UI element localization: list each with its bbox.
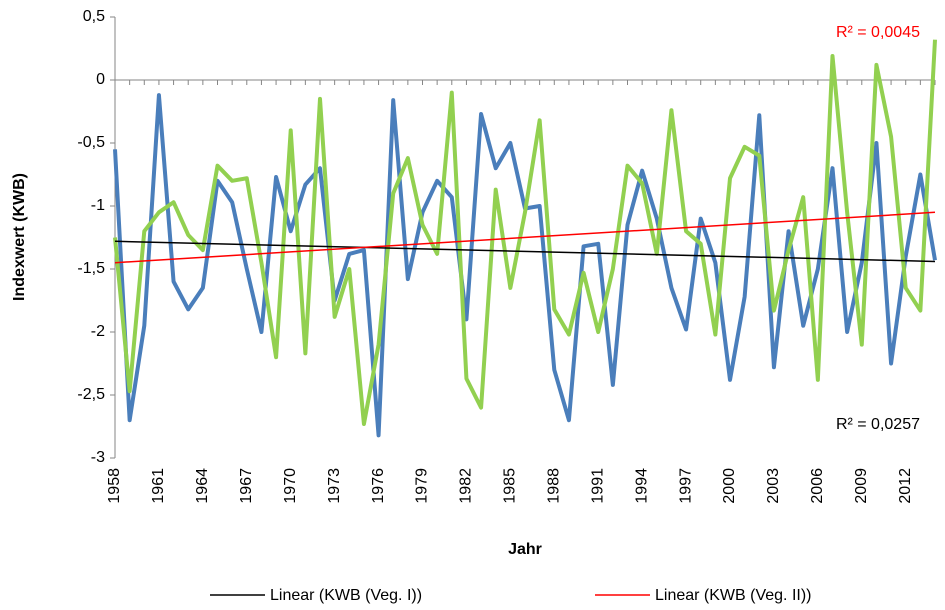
x-tick-label: 1985 <box>502 468 519 504</box>
y-tick-label: -3 <box>91 449 105 466</box>
y-tick-label: -0,5 <box>77 134 105 151</box>
y-tick-label: 0 <box>96 71 105 88</box>
x-tick-label: 1991 <box>589 468 606 504</box>
x-tick-label: 2012 <box>897 468 914 504</box>
x-tick-label: 2009 <box>853 468 870 504</box>
x-tick-label: 1997 <box>677 468 694 504</box>
r2-label: R² = 0,0045 <box>836 24 920 41</box>
y-tick-label: -1 <box>91 197 105 214</box>
x-tick-label: 1976 <box>370 468 387 504</box>
y-tick-label: 0,5 <box>83 8 105 25</box>
x-tick-label: 1970 <box>282 468 299 504</box>
y-tick-label: -2 <box>91 323 105 340</box>
x-tick-label: 2000 <box>721 468 738 504</box>
x-tick-label: 1988 <box>546 468 563 504</box>
y-tick-label: -2,5 <box>77 386 105 403</box>
x-tick-label: 1979 <box>414 468 431 504</box>
x-tick-label: 1973 <box>326 468 343 504</box>
trendline <box>114 240 936 263</box>
legend-label: Linear (KWB (Veg. II)) <box>655 587 812 604</box>
x-tick-label: 1994 <box>633 468 650 504</box>
x-tick-label: 1961 <box>150 468 167 504</box>
x-axis-title: Jahr <box>508 541 542 558</box>
r2-label: R² = 0,0257 <box>836 416 920 433</box>
x-tick-label: 1982 <box>458 468 475 504</box>
legend-label: Linear (KWB (Veg. I)) <box>270 587 422 604</box>
x-tick-label: 1964 <box>194 468 211 504</box>
x-tick-label: 2003 <box>765 468 782 504</box>
series-line <box>113 93 937 438</box>
trendline <box>114 211 936 264</box>
series-line <box>113 39 937 426</box>
y-tick-label: -1,5 <box>77 260 105 277</box>
x-tick-label: 1958 <box>106 468 123 504</box>
x-tick-label: 2006 <box>809 468 826 504</box>
y-axis-title: Indexwert (KWB) <box>11 173 28 301</box>
x-tick-label: 1967 <box>238 468 255 504</box>
